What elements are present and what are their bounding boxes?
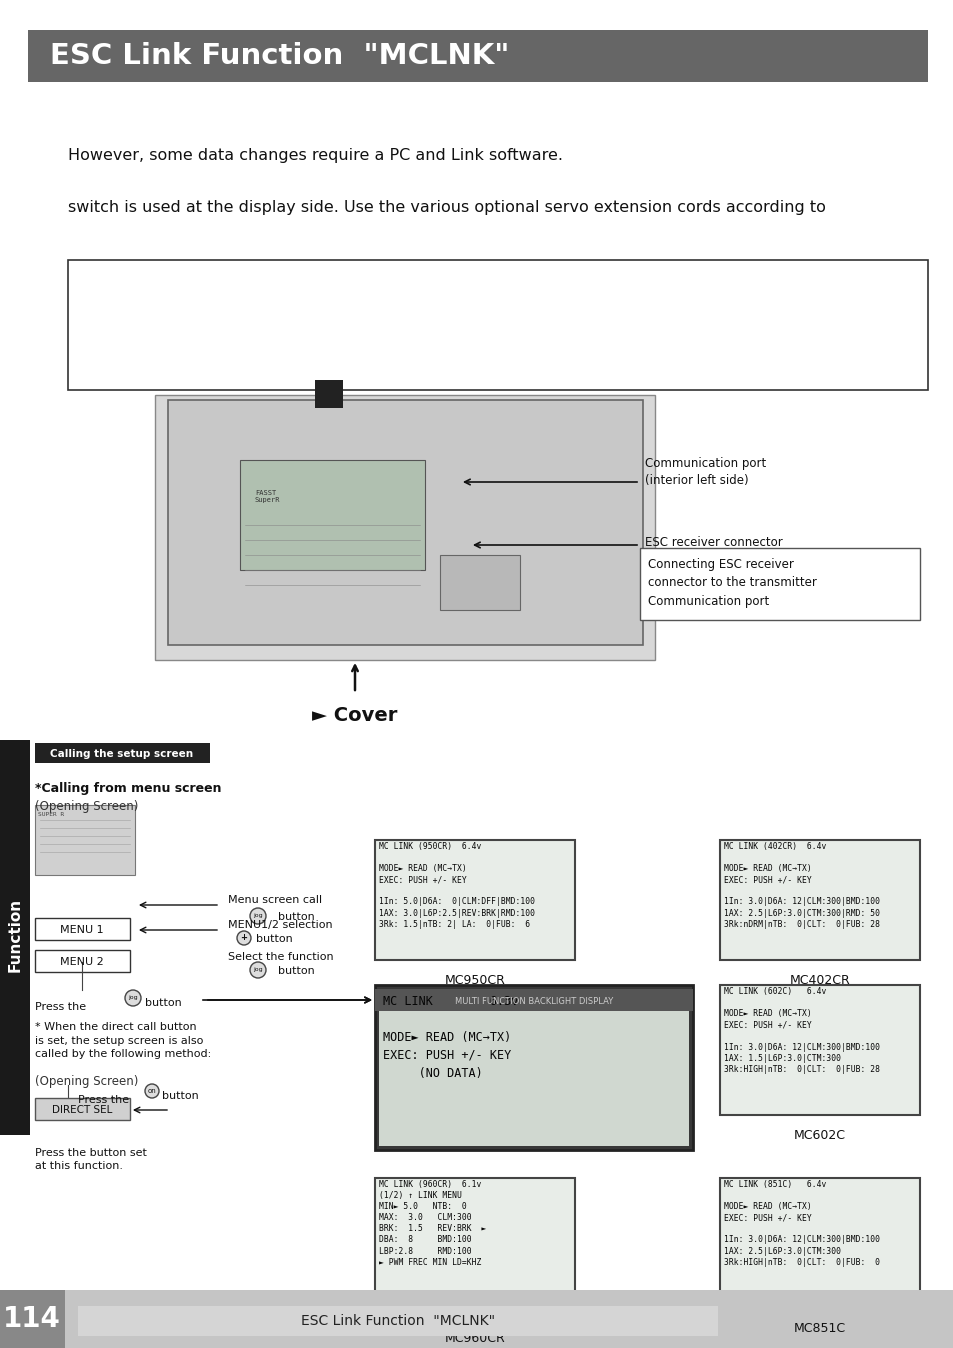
Text: MENU1/2 selection: MENU1/2 selection [228, 919, 333, 930]
Text: Menu screen call: Menu screen call [228, 895, 322, 905]
Bar [240, 460, 424, 570]
Text: SUPER R: SUPER R [38, 811, 64, 817]
Bar [375, 985, 692, 1150]
Circle shape [125, 989, 141, 1006]
Bar [78, 1306, 718, 1336]
Circle shape [236, 931, 251, 945]
Bar [375, 989, 692, 1011]
Bar [35, 950, 130, 972]
Text: button: button [162, 1091, 198, 1101]
Text: button: button [145, 998, 182, 1008]
Text: *Calling from menu screen: *Calling from menu screen [35, 782, 221, 795]
Text: Connecting ESC receiver
connector to the transmitter
Communication port: Connecting ESC receiver connector to the… [647, 558, 816, 608]
Text: MC950CR: MC950CR [444, 975, 505, 987]
Text: Select the function: Select the function [228, 952, 334, 962]
Text: MC851C: MC851C [793, 1322, 845, 1335]
Text: jog: jog [253, 914, 262, 918]
Text: MC602C: MC602C [793, 1130, 845, 1142]
Text: ESC receiver connector: ESC receiver connector [644, 535, 781, 549]
Text: (Opening Screen): (Opening Screen) [35, 799, 138, 813]
Bar [28, 30, 927, 82]
Text: Communication port
(interior left side): Communication port (interior left side) [644, 457, 765, 487]
Text: Press the: Press the [35, 1002, 90, 1012]
Bar [35, 1099, 130, 1120]
Bar [168, 400, 642, 644]
Text: DIRECT SEL: DIRECT SEL [51, 1105, 112, 1115]
Text: button: button [277, 913, 314, 922]
Text: MC402CR: MC402CR [789, 975, 849, 987]
Text: Function: Function [8, 898, 23, 972]
Bar [0, 1290, 65, 1348]
Text: MULTI FUNCTION BACKLIGHT DISPLAY: MULTI FUNCTION BACKLIGHT DISPLAY [455, 996, 613, 1006]
Text: MC LINK (602C)   6.4v

MODE► READ (MC→TX)
EXEC: PUSH +/- KEY

1In: 3.0|D6A: 12|C: MC LINK (602C) 6.4v MODE► READ (MC→TX) E… [723, 987, 879, 1074]
Text: switch is used at the display side. Use the various optional servo extension cor: switch is used at the display side. Use … [68, 200, 825, 214]
Bar [35, 805, 135, 875]
Bar [375, 840, 575, 960]
Text: (Opening Screen): (Opening Screen) [35, 1074, 138, 1088]
Text: ESC Link Function  "MCLNK": ESC Link Function "MCLNK" [50, 42, 509, 70]
Text: MC LINK (960CR)  6.1v
(1/2) ↑ LINK MENU
MIN► 5.0   NTB:  0
MAX:  3.0   CLM:300
B: MC LINK (960CR) 6.1v (1/2) ↑ LINK MENU M… [378, 1180, 486, 1267]
Bar [375, 1178, 575, 1318]
Bar [314, 380, 343, 408]
Text: MC LINK (950CR)  6.4v

MODE► READ (MC→TX)
EXEC: PUSH +/- KEY

1In: 5.0|D6A:  0|C: MC LINK (950CR) 6.4v MODE► READ (MC→TX) … [378, 842, 535, 929]
Circle shape [145, 1084, 159, 1099]
Text: However, some data changes require a PC and Link software.: However, some data changes require a PC … [68, 148, 562, 163]
Text: MC960CR: MC960CR [444, 1332, 505, 1345]
Bar [378, 1010, 688, 1146]
Text: jog: jog [253, 968, 262, 972]
Text: jog: jog [128, 996, 137, 1000]
Text: Calling the setup screen: Calling the setup screen [51, 749, 193, 759]
Bar [35, 743, 210, 763]
Text: on: on [148, 1088, 156, 1095]
Text: MENU 2: MENU 2 [60, 957, 104, 967]
Circle shape [250, 962, 266, 979]
Bar [720, 1178, 919, 1308]
Text: Press the button set
at this function.: Press the button set at this function. [35, 1148, 147, 1171]
Bar [639, 549, 919, 620]
Bar [0, 1290, 953, 1348]
Bar [439, 555, 519, 611]
Text: button: button [277, 967, 314, 976]
Text: FASST
SuperR: FASST SuperR [254, 491, 280, 503]
Text: MC LINK        6.3v

MODE► READ (MC→TX)
EXEC: PUSH +/- KEY
     (NO DATA): MC LINK 6.3v MODE► READ (MC→TX) EXEC: PU… [382, 995, 517, 1080]
Text: * When the direct call button
is set, the setup screen is also
called by the fol: * When the direct call button is set, th… [35, 1022, 211, 1060]
Text: MENU 1: MENU 1 [60, 925, 104, 936]
Bar [0, 740, 30, 1135]
Text: MC LINK (402CR)  6.4v

MODE► READ (MC→TX)
EXEC: PUSH +/- KEY

1In: 3.0|D6A: 12|C: MC LINK (402CR) 6.4v MODE► READ (MC→TX) … [723, 842, 879, 929]
Text: button: button [255, 934, 293, 944]
Bar [154, 395, 655, 661]
Bar [35, 918, 130, 940]
Bar [68, 260, 927, 390]
Text: Press the: Press the [78, 1095, 132, 1105]
Text: +: + [240, 934, 247, 942]
Text: MC LINK (851C)   6.4v

MODE► READ (MC→TX)
EXEC: PUSH +/- KEY

1In: 3.0|D6A: 12|C: MC LINK (851C) 6.4v MODE► READ (MC→TX) E… [723, 1180, 879, 1267]
Bar [720, 840, 919, 960]
Circle shape [250, 909, 266, 923]
Bar [720, 985, 919, 1115]
Text: 114: 114 [3, 1305, 61, 1333]
Text: ► Cover: ► Cover [312, 706, 397, 725]
Text: ESC Link Function  "MCLNK": ESC Link Function "MCLNK" [300, 1314, 495, 1328]
